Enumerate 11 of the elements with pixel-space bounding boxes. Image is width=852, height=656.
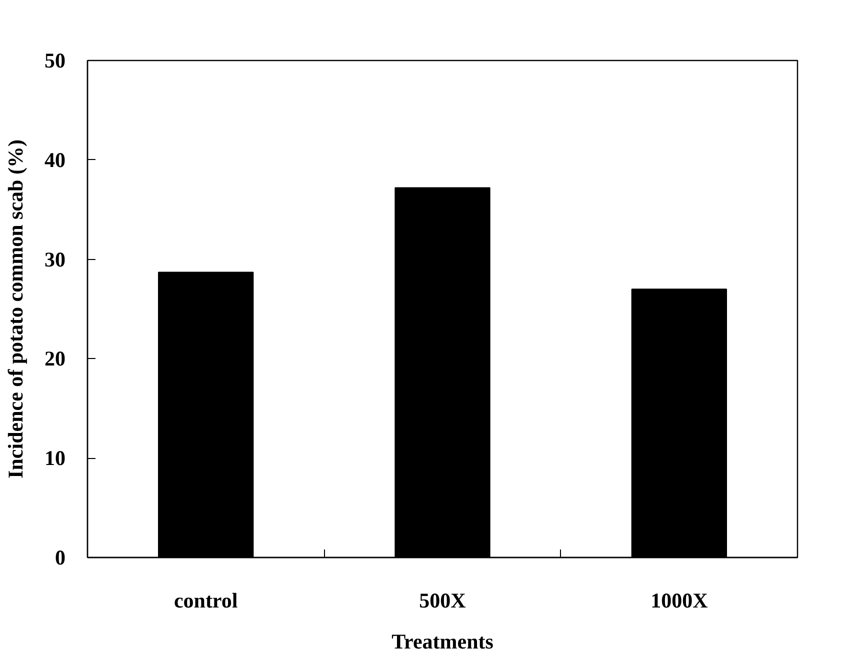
y-axis-title: Incidence of potato common scab (%) bbox=[4, 140, 28, 478]
y-tick-label: 30 bbox=[44, 247, 66, 272]
x-axis-title: Treatments bbox=[392, 630, 494, 654]
y-tick-label: 0 bbox=[55, 546, 66, 570]
y-tick-label: 40 bbox=[44, 148, 66, 172]
x-tick-label: control bbox=[174, 588, 238, 612]
x-tick-label: 500X bbox=[419, 588, 466, 612]
x-tick-label: 1000X bbox=[650, 588, 708, 612]
y-tick-label: 50 bbox=[44, 48, 66, 72]
y-tick-label: 10 bbox=[44, 446, 66, 470]
y-tick-label: 20 bbox=[44, 346, 66, 371]
